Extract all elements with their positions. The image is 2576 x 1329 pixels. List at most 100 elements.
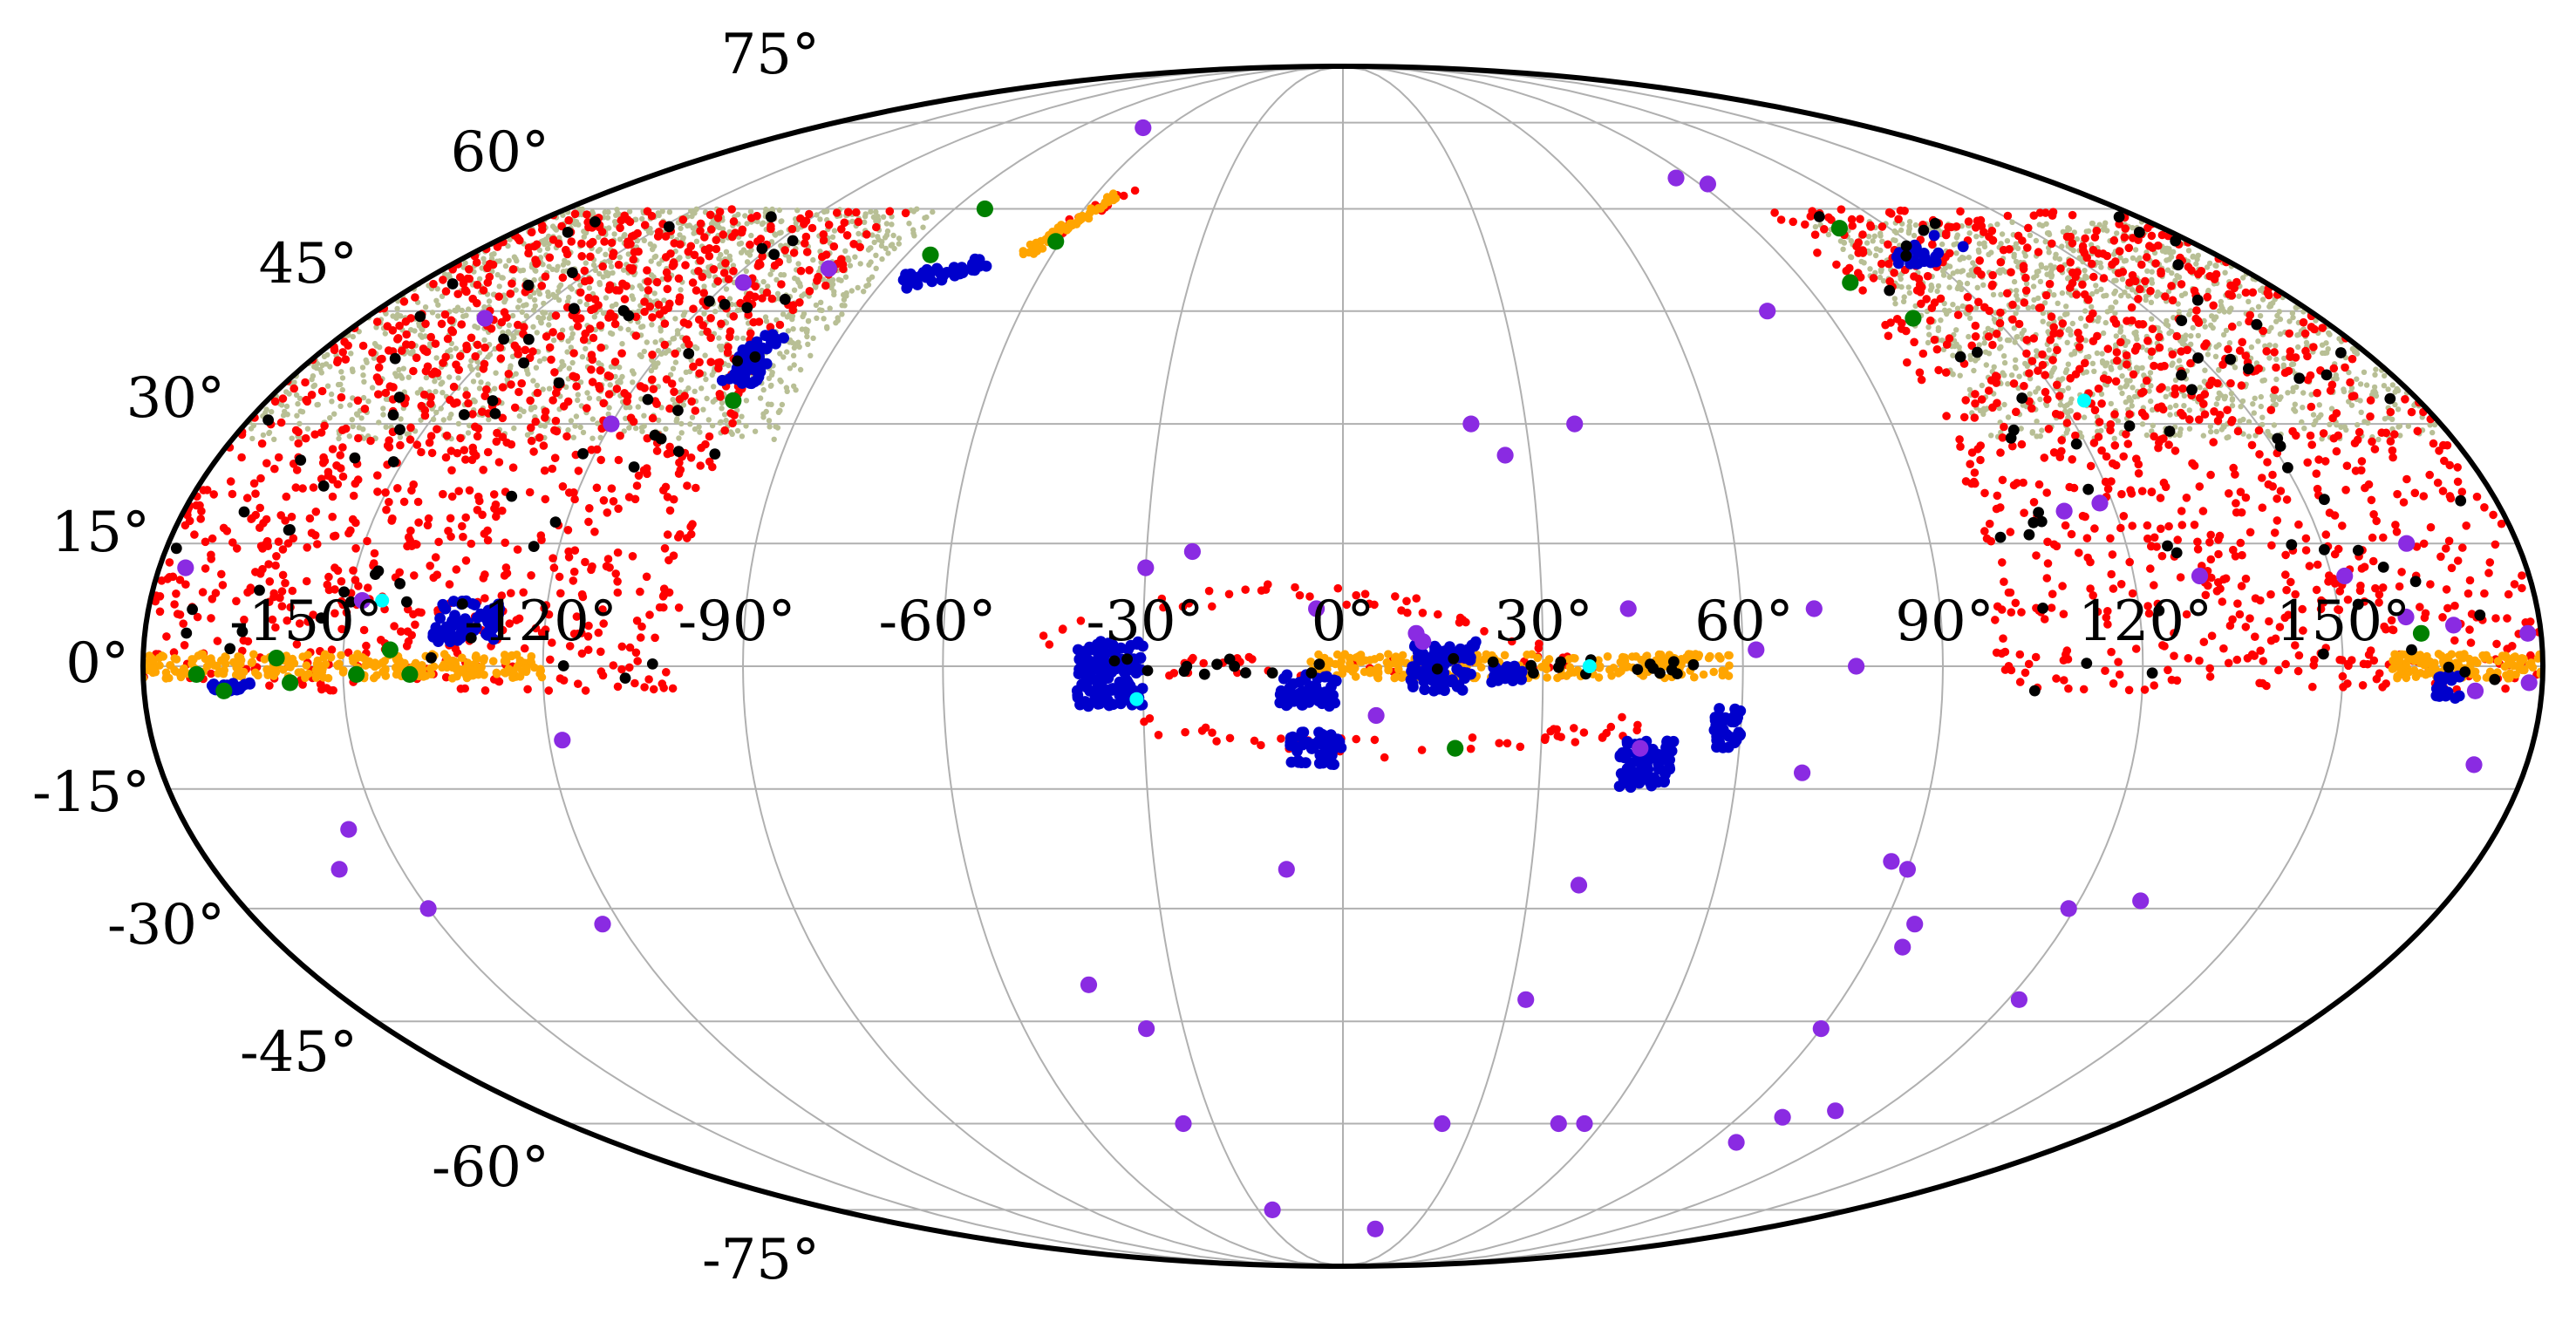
data-point	[2241, 288, 2251, 297]
data-point	[852, 254, 858, 260]
data-point	[713, 276, 723, 286]
data-point	[1998, 291, 2004, 297]
data-point	[1890, 269, 1898, 277]
data-point	[2117, 365, 2123, 371]
data-point	[676, 240, 685, 249]
data-point	[2171, 446, 2180, 455]
data-point	[1932, 344, 1942, 354]
data-point	[730, 411, 739, 420]
data-point	[614, 504, 623, 514]
data-point	[2329, 433, 2339, 443]
data-point	[2273, 494, 2281, 503]
data-point	[2022, 336, 2031, 344]
data-point	[445, 580, 454, 589]
data-point	[2146, 286, 2155, 296]
data-point	[2125, 410, 2134, 419]
data-point	[2111, 290, 2117, 296]
data-point	[890, 232, 896, 239]
data-point	[1898, 276, 1904, 283]
data-point	[2268, 482, 2277, 491]
data-point	[1789, 217, 1797, 227]
data-point	[607, 330, 614, 337]
data-point	[889, 222, 895, 228]
data-point	[474, 670, 483, 679]
data-point	[366, 436, 375, 446]
data-point	[2265, 617, 2273, 626]
data-point	[1980, 303, 1989, 312]
data-point	[527, 228, 536, 237]
data-point	[2012, 407, 2021, 417]
data-point	[2139, 421, 2146, 427]
data-point	[2369, 656, 2379, 665]
data-point	[488, 657, 498, 665]
data-point	[2012, 339, 2018, 345]
data-point	[1633, 720, 1642, 730]
data-point	[284, 412, 290, 418]
data-point	[1402, 596, 1411, 606]
data-point	[2107, 477, 2116, 486]
data-point	[2062, 369, 2069, 376]
data-point	[431, 553, 440, 562]
data-point	[2089, 221, 2096, 227]
data-point	[771, 436, 777, 442]
data-point	[728, 301, 735, 308]
data-point	[1961, 396, 1970, 405]
data-point	[779, 218, 785, 224]
data-point	[420, 406, 430, 415]
data-point	[2132, 342, 2142, 351]
data-point	[2048, 590, 2057, 598]
data-point	[1973, 216, 1982, 226]
data-point	[1980, 488, 1989, 498]
data-point	[749, 317, 758, 327]
data-point	[633, 425, 639, 432]
data-point	[1966, 460, 1974, 468]
data-point	[2020, 381, 2028, 391]
data-point	[208, 595, 217, 603]
data-point	[2110, 410, 2119, 419]
data-point	[314, 402, 320, 408]
data-point	[875, 234, 881, 240]
data-point	[2255, 450, 2264, 459]
data-point	[631, 331, 641, 340]
data-point	[620, 295, 630, 303]
data-point	[697, 443, 705, 453]
data-point	[527, 571, 535, 580]
data-point	[2419, 539, 2429, 549]
data-point	[393, 315, 399, 321]
data-point	[2273, 343, 2279, 349]
data-point	[569, 371, 577, 381]
data-point	[1866, 222, 1876, 231]
data-point	[509, 312, 516, 319]
data-point	[752, 428, 759, 434]
data-point	[278, 402, 285, 408]
data-point	[1973, 445, 1982, 453]
data-point	[663, 493, 672, 501]
data-point	[360, 372, 366, 378]
data-point	[2173, 535, 2182, 544]
data-point	[468, 294, 477, 303]
data-point	[446, 395, 454, 405]
data-point	[550, 453, 560, 462]
data-point	[565, 260, 571, 266]
data-point	[2457, 487, 2467, 496]
data-point	[2001, 401, 2007, 408]
data-point	[617, 642, 627, 651]
data-point	[2202, 324, 2208, 330]
data-point	[570, 494, 579, 504]
data-point	[2005, 245, 2014, 254]
data-point	[2014, 288, 2020, 294]
data-point	[2358, 409, 2364, 415]
data-point	[2228, 391, 2235, 397]
data-point	[2032, 551, 2041, 560]
data-point	[747, 208, 754, 215]
data-point	[2107, 569, 2116, 579]
data-point	[562, 245, 570, 255]
data-point	[2231, 552, 2240, 561]
data-point	[790, 352, 797, 358]
data-point	[1996, 448, 2005, 457]
data-point	[381, 488, 390, 497]
data-point	[570, 434, 576, 440]
data-point	[1953, 327, 1959, 333]
data-point	[1988, 433, 1994, 439]
data-point	[2123, 384, 2129, 390]
